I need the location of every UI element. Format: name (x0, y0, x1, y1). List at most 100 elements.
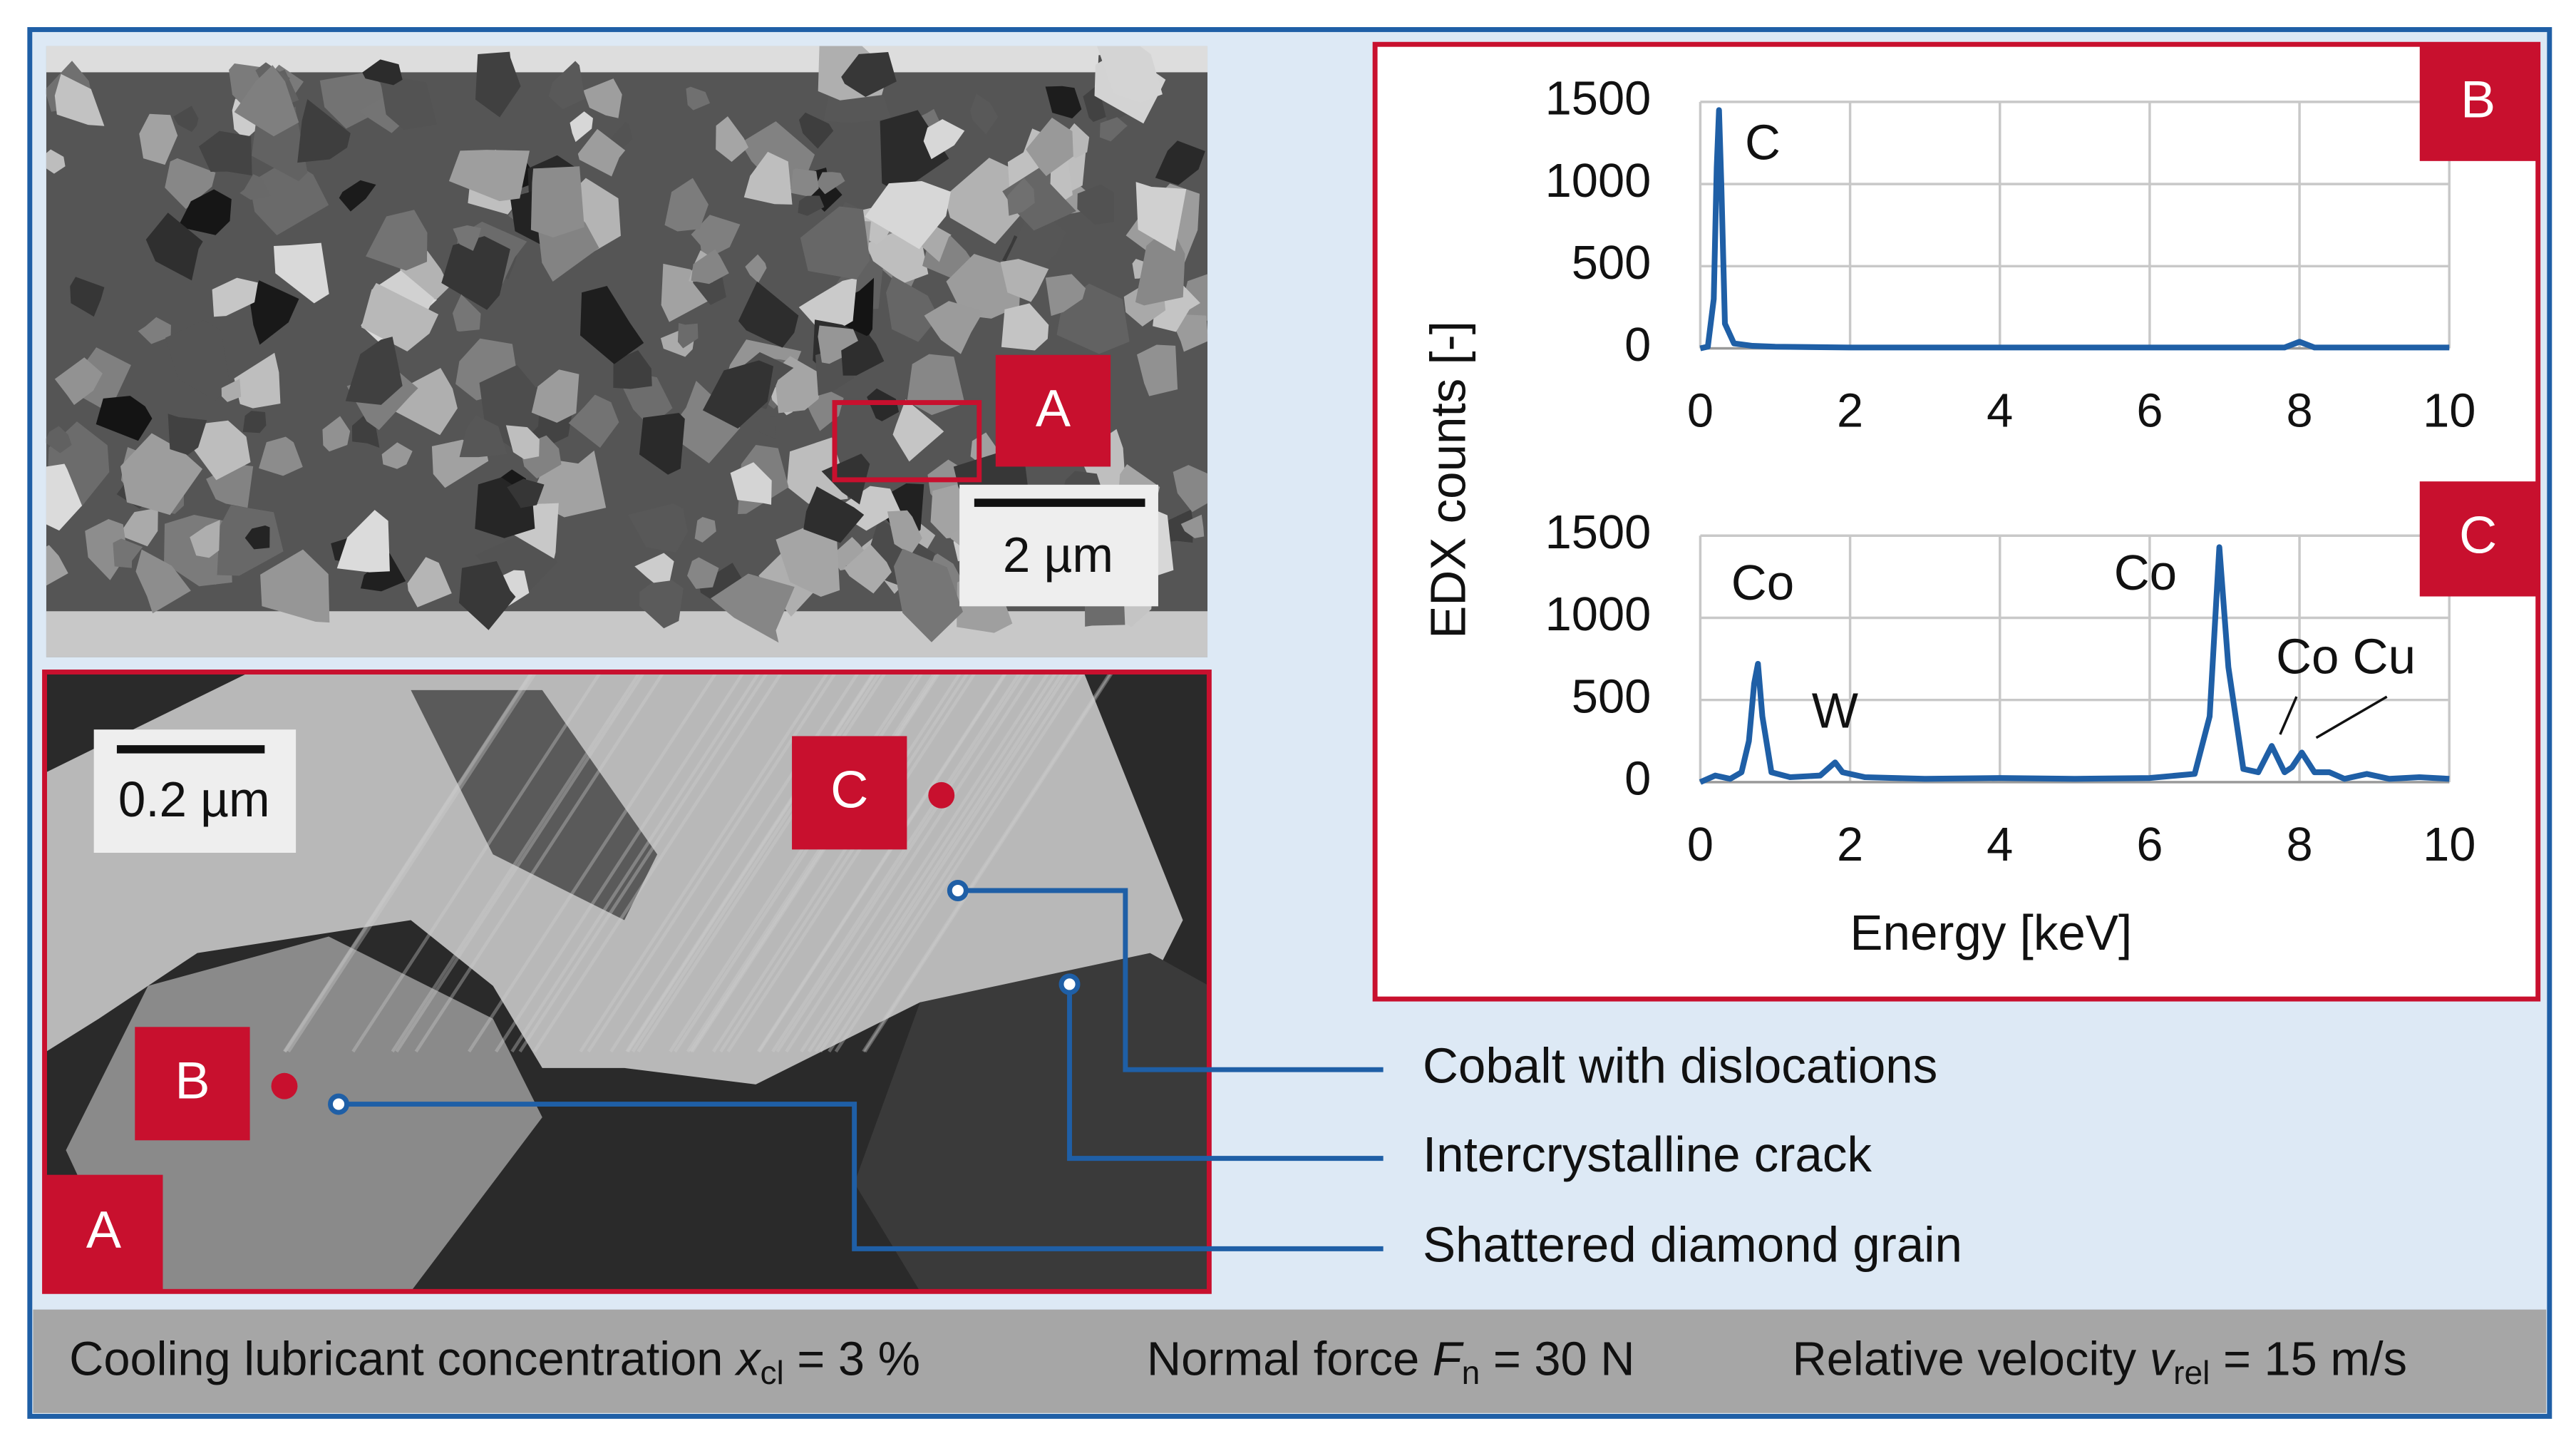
grain (666, 380, 741, 463)
x-tick-label: 2 (1837, 384, 1863, 437)
grain (798, 195, 825, 216)
grain (239, 174, 271, 200)
dislocation (532, 673, 783, 1053)
grain (249, 159, 329, 235)
grain (970, 93, 999, 135)
substrate-edge (46, 611, 1208, 657)
tag-label: C (2459, 505, 2497, 564)
grain (339, 180, 376, 212)
dislocation (807, 673, 1057, 1053)
grain (583, 78, 622, 118)
dislocation (510, 673, 760, 1053)
tag-box (46, 1174, 163, 1292)
coating (46, 46, 1208, 73)
x-tick-label: 6 (2136, 384, 2163, 437)
grain (345, 337, 403, 405)
tag-label: A (1036, 379, 1071, 438)
callout-label: Cobalt with dislocations (1423, 1037, 1937, 1093)
grain (628, 503, 688, 553)
grain (892, 399, 944, 462)
grain (212, 277, 258, 317)
grain (841, 52, 897, 97)
tag-label: B (175, 1050, 210, 1109)
grain (738, 281, 799, 348)
grain (118, 508, 158, 547)
peak-label: C (1745, 114, 1781, 170)
grain (221, 379, 242, 402)
grain (168, 414, 207, 456)
grain (790, 168, 819, 198)
callout-line (957, 888, 1384, 1072)
y-tick-label: 1000 (1545, 155, 1652, 207)
footer-label: Cooling lubricant concentration xcl = 3 … (69, 1333, 920, 1391)
scale-label: 0.2 µm (118, 771, 270, 827)
grain (776, 517, 840, 597)
dislocation (579, 673, 829, 1053)
grain (173, 106, 199, 133)
grain (1135, 182, 1187, 252)
grain (274, 242, 329, 304)
grain (259, 436, 303, 476)
grain (745, 254, 767, 283)
callout-lines (339, 888, 1384, 1251)
dislocation (414, 673, 664, 1053)
grain (242, 411, 267, 434)
grain (531, 369, 579, 423)
callout-label: Intercrystalline crack (1423, 1127, 1872, 1182)
grain (70, 277, 105, 317)
grain (923, 119, 965, 160)
grain (1165, 509, 1194, 543)
x-tick-label: 10 (2423, 384, 2475, 437)
grain (880, 110, 949, 194)
callout-dot (1058, 973, 1081, 995)
dislocation (518, 673, 768, 1053)
tag-box (135, 1027, 250, 1141)
grain (893, 548, 963, 642)
grain (743, 151, 793, 205)
grain (1006, 198, 1066, 275)
grain (694, 516, 716, 543)
grain (1045, 86, 1082, 119)
point-marker (928, 781, 955, 809)
leader-line (2315, 695, 2388, 739)
tag-label: A (86, 1200, 122, 1259)
x-tick-label: 6 (2136, 819, 2163, 871)
grain (639, 413, 685, 475)
spectrum-line (1699, 107, 2450, 352)
grain (46, 463, 83, 531)
y-tick-label: 500 (1572, 670, 1651, 723)
zoom-box (832, 400, 982, 483)
grain (570, 111, 593, 143)
grain (687, 557, 719, 589)
spectrum-line (1699, 544, 2450, 785)
peak-label: Co (1731, 555, 1794, 610)
grain (1173, 465, 1208, 513)
grain (411, 689, 658, 921)
dislocation (819, 673, 1068, 1053)
x-tick-label: 4 (1987, 384, 2013, 437)
grain (800, 206, 870, 280)
dislocation (776, 673, 1025, 1053)
grain (459, 415, 508, 458)
grain (190, 520, 220, 558)
grain (1155, 140, 1205, 185)
peak-label: W (1812, 683, 1858, 739)
grain (613, 350, 652, 389)
grain (716, 116, 748, 162)
dislocation (814, 673, 1063, 1053)
grain (691, 249, 729, 284)
grain (1007, 178, 1035, 216)
grain (691, 215, 741, 261)
grain (54, 357, 103, 406)
grain (639, 574, 684, 629)
grain (1136, 344, 1178, 396)
grain (458, 560, 516, 630)
grain (475, 51, 521, 118)
grain (634, 553, 674, 583)
point-marker (271, 1072, 298, 1099)
footer-bar (33, 1309, 2547, 1413)
grain (366, 210, 428, 271)
grain (1180, 514, 1205, 538)
footer-value: = 3 % (784, 1333, 920, 1385)
grain (865, 180, 951, 250)
